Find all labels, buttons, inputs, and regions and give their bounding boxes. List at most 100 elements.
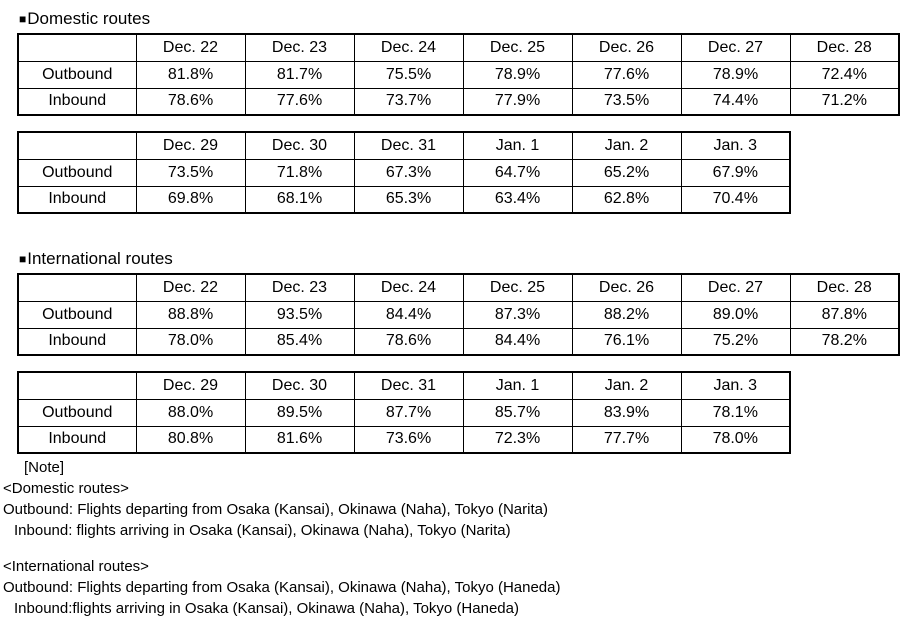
row-label-cell: Outbound [17, 300, 137, 329]
date-header-cell: Jan. 1 [462, 131, 573, 160]
table-row: Inbound 69.8% 68.1% 65.3% 63.4% 62.8% 70.4% [17, 185, 791, 214]
row-label-cell: Outbound [17, 158, 137, 187]
value-cell: 77.6% [571, 60, 682, 89]
value-cell: 88.8% [135, 300, 246, 329]
value-cell: 71.2% [789, 87, 900, 116]
value-cell: 63.4% [462, 185, 573, 214]
date-header-cell: Dec. 29 [135, 131, 246, 160]
section-title-text: International routes [27, 249, 173, 268]
value-cell: 76.1% [571, 327, 682, 356]
section-title-domestic: ■Domestic routes [19, 9, 917, 30]
table-header-row: Dec. 29 Dec. 30 Dec. 31 Jan. 1 Jan. 2 Jan. 3 [17, 371, 791, 400]
value-cell: 88.2% [571, 300, 682, 329]
value-cell: 68.1% [244, 185, 355, 214]
date-header-cell: Dec. 22 [135, 273, 246, 302]
value-cell: 70.4% [680, 185, 791, 214]
value-cell: 65.3% [353, 185, 464, 214]
value-cell: 73.6% [353, 425, 464, 454]
value-cell: 85.7% [462, 398, 573, 427]
value-cell: 83.9% [571, 398, 682, 427]
value-cell: 84.4% [462, 327, 573, 356]
date-header-cell: Jan. 2 [571, 371, 682, 400]
date-header-cell: Dec. 22 [135, 33, 246, 62]
value-cell: 69.8% [135, 185, 246, 214]
date-header-cell: Jan. 3 [680, 131, 791, 160]
value-cell: 80.8% [135, 425, 246, 454]
table-row: Outbound 81.8% 81.7% 75.5% 78.9% 77.6% 78.9% 72… [17, 60, 900, 89]
value-cell: 81.6% [244, 425, 355, 454]
table-row: Inbound 78.6% 77.6% 73.7% 77.9% 73.5% 74.4% 71.… [17, 87, 900, 116]
date-header-cell: Dec. 28 [789, 33, 900, 62]
value-cell: 75.2% [680, 327, 791, 356]
note-group-domestic: <Domestic routes> Outbound: Flights depa… [0, 478, 917, 541]
value-cell: 89.0% [680, 300, 791, 329]
note-heading-international: <International routes> [3, 558, 149, 575]
section-international: ■International routes Dec. 22 Dec. 23 Dec. … [0, 249, 917, 454]
section-title-international: ■International routes [19, 249, 917, 270]
date-header-cell: Jan. 3 [680, 371, 791, 400]
row-label-cell: Inbound [17, 87, 137, 116]
row-label-cell: Outbound [17, 398, 137, 427]
value-cell: 73.5% [135, 158, 246, 187]
value-cell: 67.9% [680, 158, 791, 187]
date-header-cell: Dec. 24 [353, 273, 464, 302]
corner-cell [17, 131, 137, 160]
value-cell: 74.4% [680, 87, 791, 116]
note-line-international-outbound: Outbound: Flights departing from Osaka (… [3, 579, 561, 596]
date-header-cell: Dec. 29 [135, 371, 246, 400]
table-row: Outbound 88.8% 93.5% 84.4% 87.3% 88.2% 89.0% 87… [17, 300, 900, 329]
row-label-cell: Outbound [17, 60, 137, 89]
table-row: Outbound 88.0% 89.5% 87.7% 85.7% 83.9% 78.1% [17, 398, 791, 427]
tables-area: ■Domestic routes Dec. 22 Dec. 23 Dec. 24 Dec… [0, 9, 917, 454]
date-header-cell: Dec. 26 [571, 273, 682, 302]
value-cell: 67.3% [353, 158, 464, 187]
date-header-cell: Jan. 2 [571, 131, 682, 160]
value-cell: 78.0% [680, 425, 791, 454]
section-title-text: Domestic routes [27, 9, 151, 28]
table-header-row: Dec. 22 Dec. 23 Dec. 24 Dec. 25 Dec. 26 Dec. … [17, 273, 900, 302]
value-cell: 78.1% [680, 398, 791, 427]
table-header-row: Dec. 22 Dec. 23 Dec. 24 Dec. 25 Dec. 26 Dec. … [17, 33, 900, 62]
value-cell: 78.2% [789, 327, 900, 356]
value-cell: 77.7% [571, 425, 682, 454]
date-header-cell: Dec. 26 [571, 33, 682, 62]
corner-cell [17, 371, 137, 400]
value-cell: 87.3% [462, 300, 573, 329]
date-header-cell: Dec. 27 [680, 33, 791, 62]
section-domestic: ■Domestic routes Dec. 22 Dec. 23 Dec. 24 Dec… [0, 9, 917, 214]
table-row: Inbound 80.8% 81.6% 73.6% 72.3% 77.7% 78.0% [17, 425, 791, 454]
value-cell: 72.3% [462, 425, 573, 454]
rates-table-domestic-1: Dec. 22 Dec. 23 Dec. 24 Dec. 25 Dec. 26 Dec. … [17, 33, 900, 116]
value-cell: 77.6% [244, 87, 355, 116]
value-cell: 73.7% [353, 87, 464, 116]
value-cell: 81.8% [135, 60, 246, 89]
date-header-cell: Dec. 31 [353, 131, 464, 160]
value-cell: 62.8% [571, 185, 682, 214]
corner-cell [17, 33, 137, 62]
note-line-domestic-inbound: Inbound: flights arriving in Osaka (Kans… [14, 522, 511, 539]
table-header-row: Dec. 29 Dec. 30 Dec. 31 Jan. 1 Jan. 2 Jan. 3 [17, 131, 791, 160]
row-label-cell: Inbound [17, 425, 137, 454]
value-cell: 78.6% [353, 327, 464, 356]
square-bullet-icon: ■ [19, 12, 27, 26]
note-line-international-inbound: Inbound:flights arriving in Osaka (Kansa… [14, 600, 519, 617]
date-header-cell: Dec. 27 [680, 273, 791, 302]
value-cell: 65.2% [571, 158, 682, 187]
date-header-cell: Dec. 24 [353, 33, 464, 62]
value-cell: 73.5% [571, 87, 682, 116]
date-header-cell: Jan. 1 [462, 371, 573, 400]
note-line-domestic-outbound: Outbound: Flights departing from Osaka (… [3, 501, 548, 518]
value-cell: 71.8% [244, 158, 355, 187]
date-header-cell: Dec. 30 [244, 371, 355, 400]
value-cell: 93.5% [244, 300, 355, 329]
table-row: Inbound 78.0% 85.4% 78.6% 84.4% 76.1% 75.2% 78.… [17, 327, 900, 356]
rates-table-international-1: Dec. 22 Dec. 23 Dec. 24 Dec. 25 Dec. 26 Dec. … [17, 273, 900, 356]
value-cell: 78.0% [135, 327, 246, 356]
value-cell: 85.4% [244, 327, 355, 356]
value-cell: 78.9% [680, 60, 791, 89]
note-heading-domestic: <Domestic routes> [3, 480, 129, 497]
value-cell: 77.9% [462, 87, 573, 116]
value-cell: 89.5% [244, 398, 355, 427]
date-header-cell: Dec. 30 [244, 131, 355, 160]
